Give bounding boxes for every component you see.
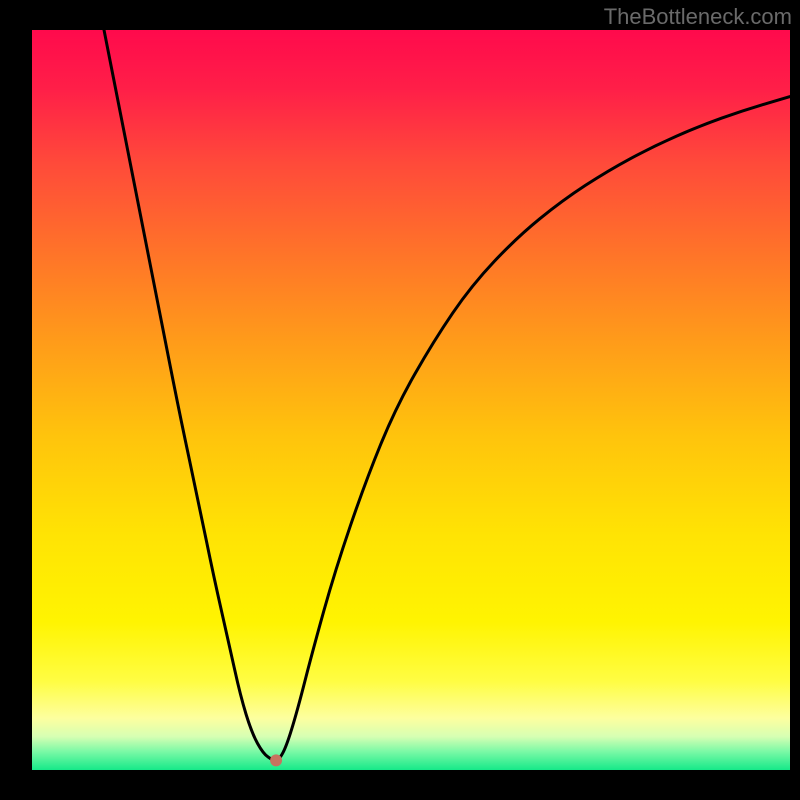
bottleneck-curve-chart xyxy=(32,30,790,770)
optimal-point-marker xyxy=(270,754,282,766)
chart-background xyxy=(32,30,790,770)
watermark-text: TheBottleneck.com xyxy=(604,4,792,30)
chart-area xyxy=(32,30,790,770)
